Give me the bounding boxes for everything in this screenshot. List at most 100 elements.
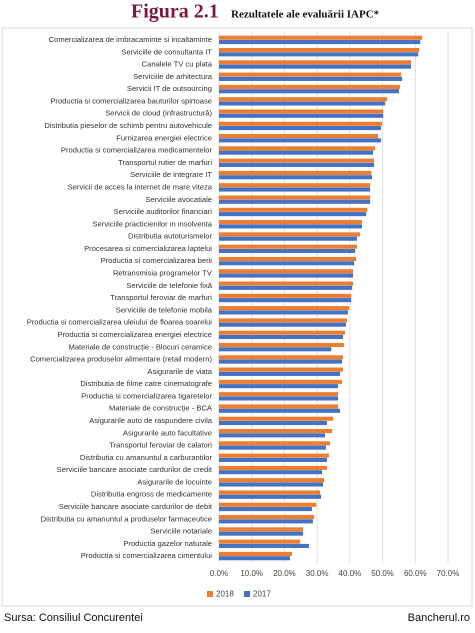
category-label: Materiale de construcție - BCA <box>109 404 213 413</box>
x-tick-label: 0.0% <box>210 569 228 578</box>
category-label: Procesarea si comercializarea laptelui <box>84 244 212 253</box>
bar <box>219 175 373 180</box>
bar <box>219 367 343 372</box>
bar <box>219 121 382 126</box>
bar <box>219 84 400 89</box>
bar <box>219 281 354 286</box>
bar <box>219 195 371 200</box>
category-label: Serviciile de consultanta IT <box>121 47 212 56</box>
bar <box>219 445 326 450</box>
x-tick-label: 10.0% <box>240 569 263 578</box>
category-label: Servicii IT de outsourcing <box>127 84 212 93</box>
bar <box>219 306 350 311</box>
category-label: Productia si comercializarea tigaretelor <box>81 391 212 400</box>
bar <box>219 515 315 520</box>
legend-swatch <box>244 591 250 597</box>
category-label: Serviciile notariale <box>150 527 212 536</box>
category-label: Distributia de filme catre cinematografe <box>80 379 212 388</box>
category-label: Asigurarile auto de raspundere civila <box>89 416 213 425</box>
bar <box>219 89 399 94</box>
bar <box>219 310 348 315</box>
category-label: Transportul feroviar de calatori <box>109 441 212 450</box>
bar <box>219 212 367 217</box>
bar <box>219 384 339 389</box>
bar <box>219 404 339 409</box>
legend-label: 2017 <box>253 590 271 599</box>
legend-swatch <box>207 591 213 597</box>
bar <box>219 334 343 340</box>
bar <box>219 470 323 475</box>
category-label: Furnizarea energiei electrice <box>116 133 212 142</box>
category-label: Servicii de acces la internet de mare vi… <box>68 182 213 191</box>
x-tick-label: 20.0% <box>273 569 296 578</box>
source-note: Sursa: Consiliul Concurentei <box>4 612 143 624</box>
bar <box>219 371 341 376</box>
bar <box>219 220 362 225</box>
bar <box>219 453 329 458</box>
bar <box>219 322 346 327</box>
bar <box>219 428 333 434</box>
legend-label: 2018 <box>216 590 234 599</box>
category-label: Serviciile bancare asociate cardurilor d… <box>57 465 213 474</box>
category-label: Comercializarea de imbracaminte si incal… <box>49 35 212 44</box>
bar <box>219 47 420 53</box>
bar <box>219 433 325 438</box>
bar <box>219 416 334 421</box>
bar <box>219 109 384 114</box>
category-label: Servicii de cloud (infrastructură) <box>105 109 212 118</box>
category-label: Productia si comercializarea berii <box>101 256 213 265</box>
bar <box>219 236 358 241</box>
category-label: Retransmisia programelor TV <box>113 269 213 278</box>
category-label: Distributia engross de medicamente <box>91 490 212 499</box>
category-label: Productia si comercializarea medicamente… <box>61 146 213 155</box>
category-label: Serviciile avocatiale <box>145 195 212 204</box>
bar <box>219 494 322 499</box>
site-credit: Bancherul.ro <box>408 612 470 624</box>
bar <box>219 207 368 212</box>
bar <box>219 543 309 548</box>
category-label: Productia si comercializarea uleiului de… <box>27 318 213 327</box>
bar <box>219 502 317 507</box>
x-tick-label: 70.0% <box>437 569 460 578</box>
bar <box>219 293 352 298</box>
category-label: Productia si comercializarea bauturilor … <box>50 96 212 105</box>
bar <box>219 134 378 139</box>
bar <box>219 507 312 512</box>
bar <box>219 101 386 106</box>
bar <box>219 187 371 192</box>
bar <box>219 556 290 561</box>
bar <box>219 420 327 426</box>
bar <box>219 551 292 556</box>
category-label: Materiale de construcție - Blocuri ceram… <box>69 342 213 351</box>
bar <box>219 441 330 446</box>
chart-title: Figura 2.1 <box>131 1 219 23</box>
bar <box>219 519 313 524</box>
bar <box>219 35 423 40</box>
bar <box>219 97 388 102</box>
bar <box>219 478 325 483</box>
category-label: Distributia autoturismelor <box>128 232 212 241</box>
bar <box>219 298 352 303</box>
bar <box>219 490 321 495</box>
bar <box>219 330 345 335</box>
bar <box>219 146 376 151</box>
bar <box>219 408 341 413</box>
x-tick-label: 40.0% <box>339 569 362 578</box>
x-tick-label: 30.0% <box>306 569 329 578</box>
bar <box>219 170 372 175</box>
chart-frame <box>1 27 473 607</box>
bar <box>219 273 354 278</box>
bar <box>219 355 343 360</box>
bar <box>219 527 304 532</box>
x-tick-label: 50.0% <box>371 569 394 578</box>
bar <box>219 158 375 163</box>
bar <box>219 396 339 401</box>
bar <box>219 248 356 254</box>
category-label: Canalele TV cu plata <box>142 60 213 69</box>
bar <box>219 379 343 384</box>
bar <box>219 52 419 57</box>
bar <box>219 539 301 544</box>
category-label: Serviciile auditorilor financiari <box>114 207 213 216</box>
category-label: Serviciile de telefonie fixă <box>126 281 212 290</box>
